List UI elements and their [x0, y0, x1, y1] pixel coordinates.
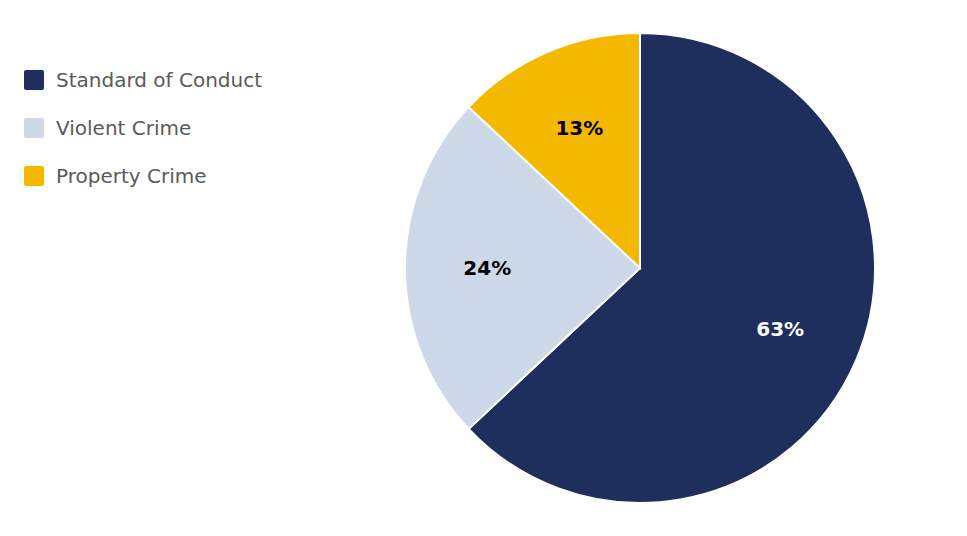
background: [0, 0, 967, 536]
slices: [405, 33, 875, 503]
pie-slice: [469, 33, 640, 268]
legend-label: Violent Crime: [56, 116, 191, 140]
legend-swatch: [24, 166, 44, 186]
data-label: 63%: [756, 317, 804, 341]
data-label: 13%: [555, 116, 603, 140]
chart-container: 63% 24% 13% Standard of Conduct Violent Crim…: [0, 0, 967, 536]
legend: Standard of Conduct Violent Crime Property…: [24, 68, 262, 188]
legend-label: Standard of Conduct: [56, 68, 262, 92]
data-labels: 63% 24% 13%: [463, 116, 804, 341]
legend-swatch: [24, 118, 44, 138]
legend-label: Property Crime: [56, 164, 207, 188]
legend-swatch: [24, 70, 44, 90]
chart: 63% 24% 13% Standard of Conduct Violent Crim…: [0, 0, 967, 536]
data-label: 24%: [463, 256, 511, 280]
